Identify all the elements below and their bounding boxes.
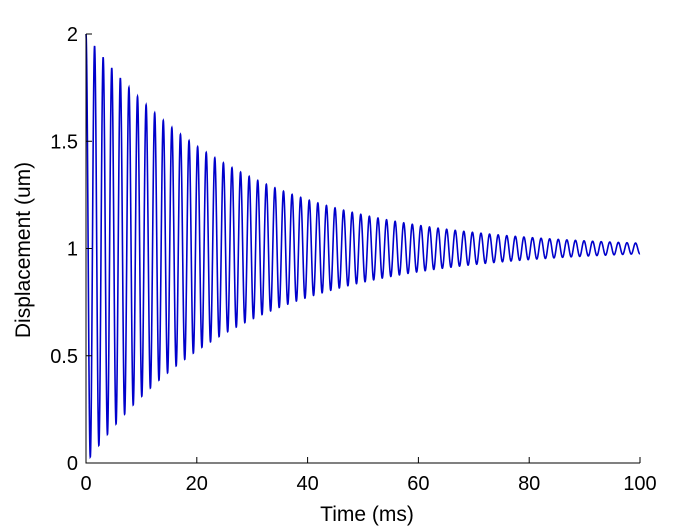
series-line bbox=[85, 33, 641, 460]
x-tick-label: 100 bbox=[623, 473, 656, 495]
x-tick-label: 0 bbox=[80, 473, 91, 495]
y-tick-label: 1.5 bbox=[50, 131, 78, 153]
y-axis-label: Displacement (um) bbox=[12, 162, 35, 338]
y-tick-label: 0.5 bbox=[50, 346, 78, 368]
x-axis-label: Time (ms) bbox=[320, 503, 414, 526]
y-tick-label: 1 bbox=[67, 239, 78, 261]
y-tick-label: 2 bbox=[67, 24, 78, 46]
x-tick-label: 80 bbox=[518, 473, 540, 495]
y-tick-label: 0 bbox=[67, 453, 78, 475]
x-tick-label: 40 bbox=[296, 473, 318, 495]
x-tick-label: 20 bbox=[186, 473, 208, 495]
x-tick-label: 60 bbox=[407, 473, 429, 495]
